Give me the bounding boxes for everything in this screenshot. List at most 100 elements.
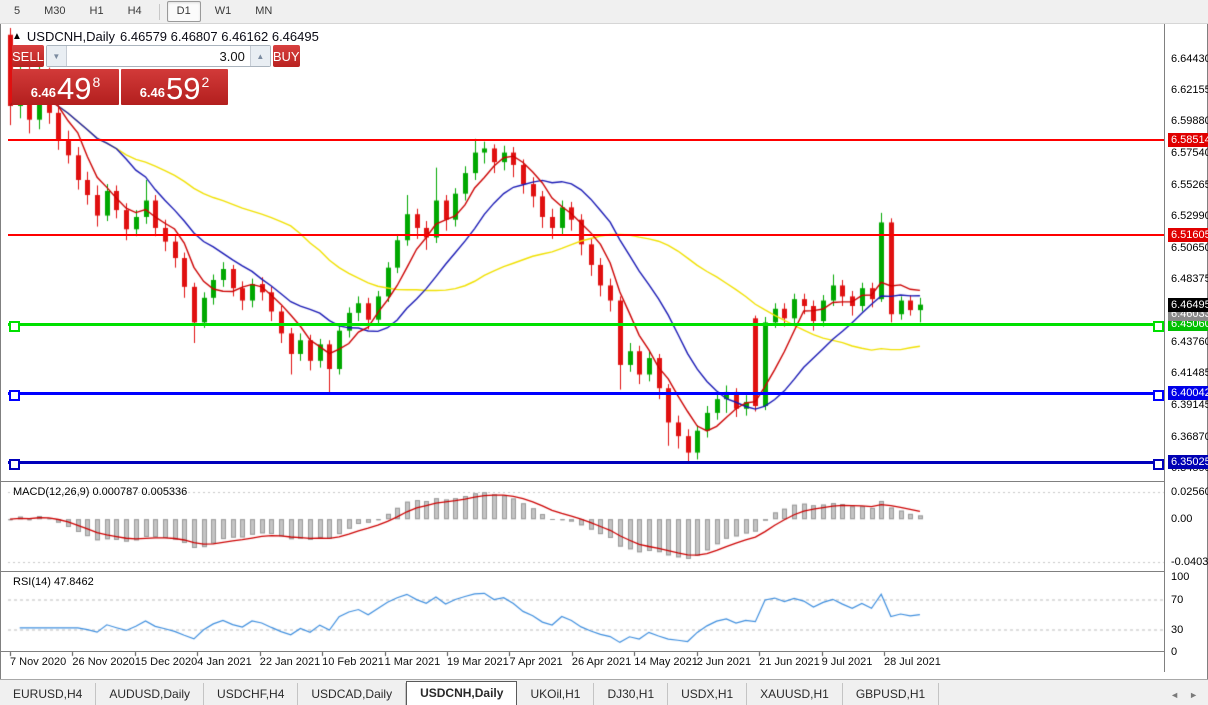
buy-price-box[interactable]: 6.46 59 2 xyxy=(121,69,228,105)
price-tick: 6.36870 xyxy=(1171,430,1208,443)
rsi-axis-tick: 70 xyxy=(1171,593,1184,606)
chart-ohlc-values: 6.46579 6.46807 6.46162 6.46495 xyxy=(120,29,319,44)
one-click-trade-panel: SELL ▼ ▲ BUY 6.46 49 8 6.46 59 2 xyxy=(12,45,300,105)
chart-tab-ukoil[interactable]: UKOil,H1 xyxy=(517,683,595,705)
chart-tab-usdchf[interactable]: USDCHF,H4 xyxy=(204,683,299,705)
timeframe-button-mn[interactable]: MN xyxy=(255,5,273,17)
sell-price-box[interactable]: 6.46 49 8 xyxy=(12,69,119,105)
timeframe-button-h4[interactable]: H4 xyxy=(127,5,142,17)
level-price-label: 6.45060 xyxy=(1168,317,1208,332)
chart-tab-xauusd[interactable]: XAUUSD,H1 xyxy=(747,683,843,705)
date-label: 2 Jun 2021 xyxy=(696,656,752,668)
date-label: 7 Apr 2021 xyxy=(509,656,563,668)
chart-tab-bar: EURUSD,H4 AUDUSD,Daily USDCHF,H4 USDCAD,Dai… xyxy=(0,679,1208,705)
tab-scroll-left-icon[interactable]: ◄ xyxy=(1170,690,1180,700)
chart-tab-dj30[interactable]: DJ30,H1 xyxy=(594,683,669,705)
chart-tab-audusd[interactable]: AUDUSD,Daily xyxy=(96,683,205,705)
rsi-indicator-label: RSI(14) 47.8462 xyxy=(13,576,94,588)
chart-title: ▲ USDCNH,Daily 6.46579 6.46807 6.46162 6… xyxy=(12,29,319,44)
price-tick: 6.62155 xyxy=(1171,84,1208,97)
level-price-label: 6.58514 xyxy=(1168,133,1208,148)
date-label: 15 Dec 2020 xyxy=(134,656,198,668)
toolbar-separator xyxy=(158,3,160,20)
price-axis-separator xyxy=(1164,24,1165,672)
chart-tab-usdcnh[interactable]: USDCNH,Daily xyxy=(406,681,518,705)
level-line-handle[interactable] xyxy=(9,458,20,470)
timeframe-toolbar: 5 M30 H1 H4 D1 W1 MN xyxy=(0,0,1208,24)
buy-price-point: 2 xyxy=(201,74,210,90)
date-axis: 7 Nov 2020 26 Nov 2020 15 Dec 2020 4 Jan 20… xyxy=(0,652,1164,672)
buy-price-base: 6.46 xyxy=(139,85,166,100)
macd-panel-splitter[interactable] xyxy=(1,481,1205,482)
horizontal-level-line-6.58514[interactable] xyxy=(8,139,1164,142)
date-label: 4 Jan 2021 xyxy=(197,656,252,668)
date-label: 7 Nov 2020 xyxy=(10,656,67,668)
date-label: 21 Jun 2021 xyxy=(759,656,820,668)
buy-price-pips: 59 xyxy=(166,71,201,106)
date-axis-separator xyxy=(1,651,1205,652)
date-label: 19 Mar 2021 xyxy=(447,656,509,668)
level-price-label: 6.35025 xyxy=(1168,454,1208,469)
date-label: 1 Mar 2021 xyxy=(384,656,441,668)
rsi-axis-tick: 30 xyxy=(1171,623,1184,636)
lot-size-input[interactable] xyxy=(66,46,250,66)
price-tick: 6.64430 xyxy=(1171,53,1208,65)
collapse-trade-panel-icon[interactable]: ▲ xyxy=(12,30,22,42)
current-price-label: 6.46495 xyxy=(1168,297,1208,312)
macd-axis-tick: -0.04038 xyxy=(1171,556,1208,569)
level-price-label: 6.40042 xyxy=(1168,386,1208,401)
level-line-handle[interactable] xyxy=(1153,458,1164,470)
sell-button[interactable]: SELL xyxy=(12,45,44,67)
price-tick: 6.52990 xyxy=(1171,209,1208,222)
chart-tab-eurusd[interactable]: EURUSD,H4 xyxy=(0,683,97,705)
timeframe-button-h1[interactable]: H1 xyxy=(89,5,104,17)
timeframe-button-m30[interactable]: M30 xyxy=(44,5,66,17)
macd-axis-tick: 0.025609 xyxy=(1171,486,1208,499)
level-line-handle[interactable] xyxy=(9,321,20,333)
rsi-panel-splitter[interactable] xyxy=(1,571,1205,572)
price-tick: 6.59880 xyxy=(1171,115,1208,128)
buy-button[interactable]: BUY xyxy=(272,45,300,67)
date-label: 9 Jul 2021 xyxy=(821,656,873,668)
macd-axis-tick: 0.00 xyxy=(1171,513,1193,526)
level-line-handle[interactable] xyxy=(1153,390,1164,402)
level-line-handle[interactable] xyxy=(1153,321,1164,333)
date-label: 26 Apr 2021 xyxy=(571,656,632,668)
price-tick: 6.41485 xyxy=(1171,367,1208,380)
rsi-axis-tick: 100 xyxy=(1171,571,1190,583)
price-tick: 6.57540 xyxy=(1171,147,1208,160)
price-tick: 6.48375 xyxy=(1171,272,1208,285)
timeframe-button-d1[interactable]: D1 xyxy=(166,1,201,22)
level-line-handle[interactable] xyxy=(9,390,20,402)
date-label: 14 May 2021 xyxy=(634,656,698,668)
date-label: 28 Jul 2021 xyxy=(884,656,941,668)
lot-decrease-icon[interactable]: ▼ xyxy=(46,46,67,66)
rsi-axis-tick: 0 xyxy=(1171,646,1178,658)
price-tick: 6.43760 xyxy=(1171,336,1208,349)
horizontal-level-line-6.51605[interactable] xyxy=(8,233,1164,236)
tab-scroll-right-icon[interactable]: ► xyxy=(1189,690,1198,700)
price-tick: 6.50650 xyxy=(1171,241,1208,254)
timeframe-button-w1[interactable]: W1 xyxy=(214,5,232,17)
date-label: 10 Feb 2021 xyxy=(322,656,384,668)
horizontal-level-line-6.35025[interactable] xyxy=(8,460,1164,464)
price-tick: 6.39145 xyxy=(1171,399,1208,412)
horizontal-level-line-6.45060[interactable] xyxy=(8,323,1164,327)
date-label: 22 Jan 2021 xyxy=(259,656,321,668)
level-price-label: 6.51605 xyxy=(1168,227,1208,242)
chart-tab-gbpusd[interactable]: GBPUSD,H1 xyxy=(843,683,940,705)
date-label: 26 Nov 2020 xyxy=(72,656,135,668)
lot-increase-icon[interactable]: ▲ xyxy=(249,46,270,66)
lot-size-control: ▼ ▲ xyxy=(45,45,271,67)
timeframe-button-5[interactable]: 5 xyxy=(14,5,21,17)
chart-tab-usdx[interactable]: USDX,H1 xyxy=(668,683,748,705)
sell-price-base: 6.46 xyxy=(30,85,57,100)
macd-indicator-label: MACD(12,26,9) 0.000787 0.005336 xyxy=(13,486,188,498)
price-axis: 6.64430 6.62155 6.59880 6.57540 6.55265 6.529… xyxy=(1165,24,1208,672)
price-tick: 6.55265 xyxy=(1171,178,1208,191)
chart-tab-usdcad[interactable]: USDCAD,Daily xyxy=(298,683,407,705)
horizontal-level-line-6.40042[interactable] xyxy=(8,392,1164,396)
sell-price-point: 8 xyxy=(92,74,101,90)
